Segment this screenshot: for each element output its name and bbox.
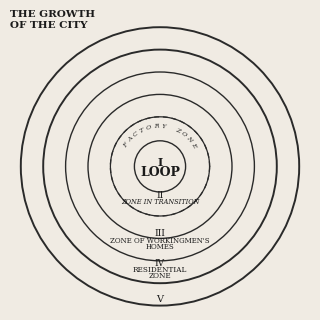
Text: III: III (155, 229, 165, 238)
Text: RESIDENTIAL: RESIDENTIAL (133, 266, 187, 275)
Text: V: V (156, 295, 164, 304)
Text: C: C (132, 131, 140, 138)
Text: O: O (146, 125, 152, 131)
Text: O: O (180, 131, 188, 138)
Text: Y: Y (161, 124, 166, 129)
Text: ZONE: ZONE (148, 273, 172, 280)
Text: ZONE OF WORKINGMEN'S: ZONE OF WORKINGMEN'S (110, 237, 210, 245)
Text: LOOP: LOOP (140, 166, 180, 179)
Text: THE GROWTH
OF THE CITY: THE GROWTH OF THE CITY (10, 10, 95, 30)
Text: ZONE IN TRANSITION: ZONE IN TRANSITION (121, 198, 199, 206)
Text: T: T (139, 127, 145, 134)
Text: Z: Z (175, 127, 181, 134)
Text: IV: IV (155, 260, 165, 268)
Text: F: F (123, 142, 129, 148)
Text: II: II (156, 191, 164, 200)
Text: E: E (191, 142, 197, 148)
Text: N: N (186, 136, 193, 143)
Text: I: I (157, 157, 163, 168)
Text: HOMES: HOMES (146, 243, 174, 251)
Text: A: A (127, 136, 134, 143)
Text: R: R (154, 124, 159, 129)
